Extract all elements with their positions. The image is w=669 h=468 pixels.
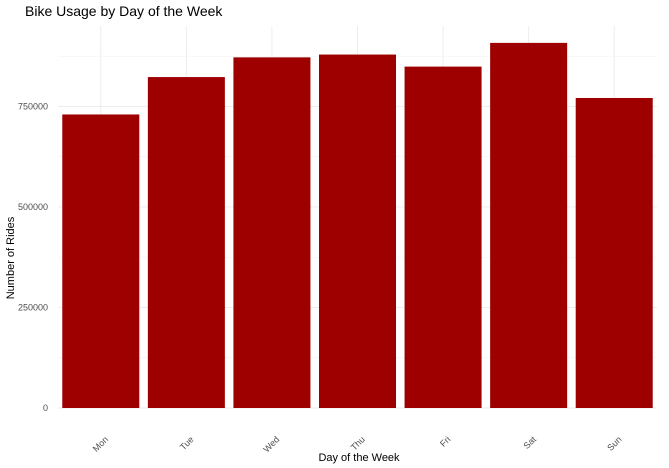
x-tick-label: Wed bbox=[261, 434, 281, 454]
chart-title: Bike Usage by Day of the Week bbox=[25, 3, 223, 19]
bar-wed bbox=[233, 57, 311, 409]
bar-fri bbox=[404, 66, 482, 408]
x-tick-label: Fri bbox=[438, 434, 452, 448]
bar-mon bbox=[62, 114, 140, 408]
x-tick-label: Mon bbox=[91, 434, 110, 453]
bar-tue bbox=[147, 77, 225, 408]
bar-thu bbox=[318, 54, 397, 409]
y-axis-ticks: 0 250000 500000 750000 bbox=[18, 101, 48, 413]
y-tick-label: 0 bbox=[43, 403, 48, 413]
x-tick-label: Thu bbox=[349, 434, 367, 452]
y-tick-label: 750000 bbox=[18, 101, 48, 111]
y-tick-label: 250000 bbox=[18, 302, 48, 312]
x-tick-label: Tue bbox=[178, 434, 196, 452]
x-axis-title: Day of the Week bbox=[318, 452, 400, 464]
bar-sun bbox=[575, 97, 653, 409]
x-tick-label: Sun bbox=[605, 434, 623, 452]
bar-sat bbox=[490, 42, 568, 408]
bars bbox=[62, 42, 653, 409]
x-tick-label: Sat bbox=[521, 434, 538, 451]
y-axis-title: Number of Rides bbox=[5, 216, 17, 299]
y-tick-label: 500000 bbox=[18, 202, 48, 212]
